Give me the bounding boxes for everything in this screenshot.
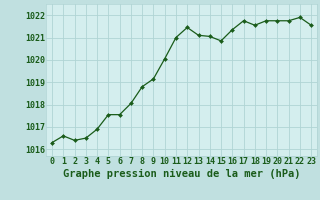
- X-axis label: Graphe pression niveau de la mer (hPa): Graphe pression niveau de la mer (hPa): [63, 169, 300, 179]
